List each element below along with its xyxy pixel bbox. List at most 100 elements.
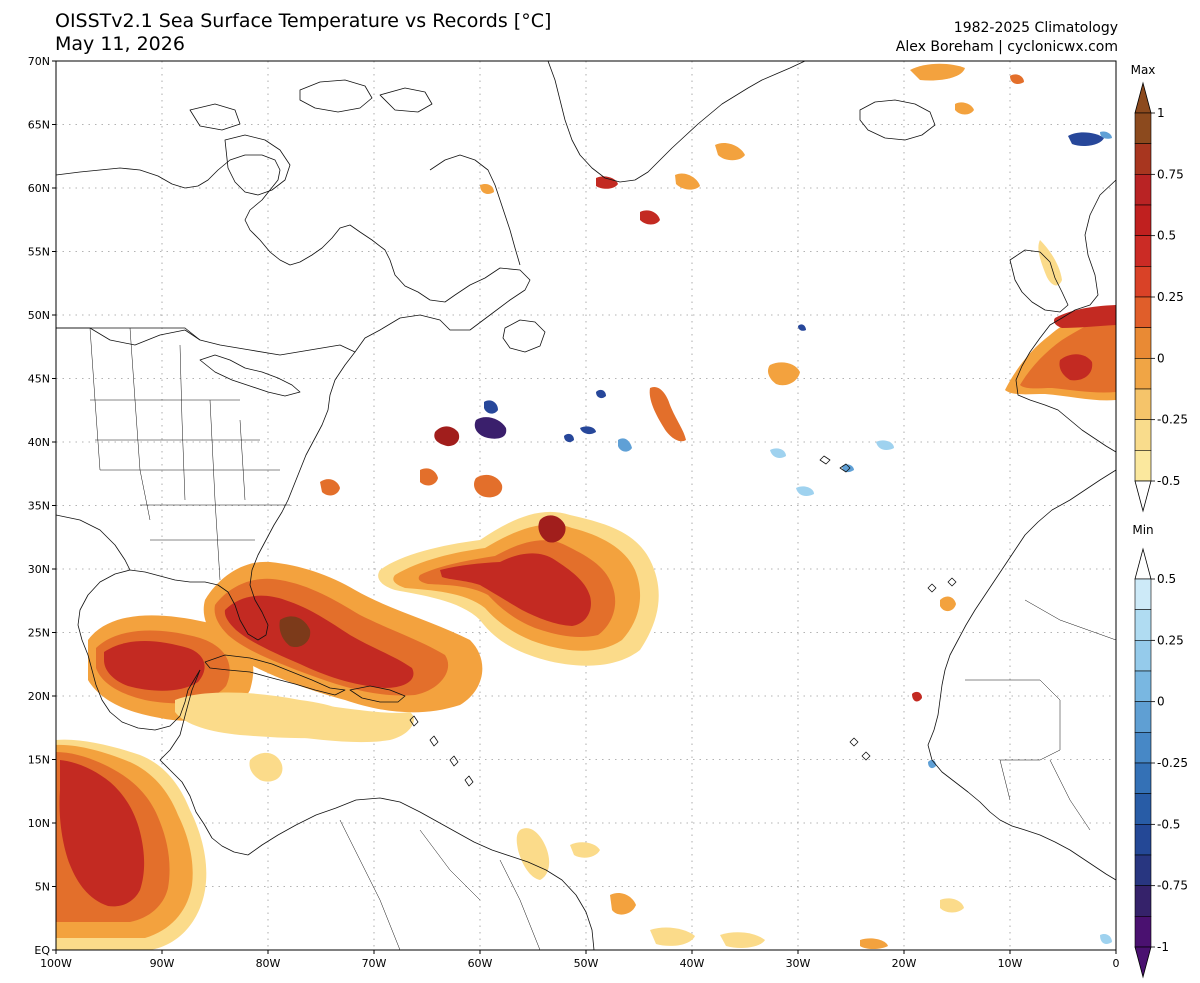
colorbar-min-label: 0.25 bbox=[1157, 633, 1184, 647]
colorbar-max-swatch bbox=[1134, 204, 1152, 236]
colorbar-max-swatch bbox=[1134, 174, 1152, 206]
coastline-south-america bbox=[247, 797, 595, 950]
warm-patch-eastern-pacific bbox=[56, 739, 207, 950]
colorbar-min-label: -1 bbox=[1157, 940, 1169, 954]
colorbar-min-swatch bbox=[1134, 609, 1152, 641]
lat-label: 50N bbox=[28, 309, 50, 322]
colorbar-max-label: -0.25 bbox=[1157, 413, 1188, 427]
axis-ticks bbox=[52, 60, 1117, 954]
colorbar-max-swatch bbox=[1134, 419, 1152, 451]
lat-label: 35N bbox=[28, 500, 50, 513]
coastline-us-east bbox=[77, 351, 356, 731]
coastline-cape-verde bbox=[849, 737, 871, 761]
warm-patch-subtropical bbox=[378, 511, 659, 666]
warm-features-scattered bbox=[320, 63, 1062, 949]
colorbar-min-swatch bbox=[1134, 670, 1152, 702]
lat-label: 40N bbox=[28, 436, 50, 449]
colorbar-min-label: -0.75 bbox=[1157, 879, 1188, 893]
border-us-mexico bbox=[56, 514, 131, 571]
colorbar-max-arrow-top bbox=[1134, 81, 1152, 114]
lon-label: 60W bbox=[468, 957, 493, 970]
colorbar-max-arrow-bottom bbox=[1134, 480, 1152, 513]
colorbar-min-swatch bbox=[1134, 640, 1152, 672]
colorbar-min-labels: 0.5 0.25 0 -0.25 -0.5 -0.75 -1 bbox=[1157, 572, 1188, 954]
lon-label: 90W bbox=[150, 957, 175, 970]
coastline-africa bbox=[927, 469, 1116, 881]
lon-label: 50W bbox=[574, 957, 599, 970]
colorbar-max-swatch bbox=[1134, 112, 1152, 144]
lat-label: EQ bbox=[34, 944, 50, 957]
map-title: OISSTv2.1 Sea Surface Temperature vs Rec… bbox=[55, 10, 551, 56]
coastline-great-lakes bbox=[199, 354, 301, 397]
lat-label: 70N bbox=[28, 55, 50, 68]
colorbar-min-swatches bbox=[1134, 547, 1155, 979]
colorbar-min-swatch bbox=[1134, 916, 1152, 948]
lon-label: 30W bbox=[786, 957, 811, 970]
longitude-labels: 100W 90W 80W 70W 60W 50W 40W 30W 20W 10W 0 bbox=[40, 957, 1119, 970]
lat-label: 25N bbox=[28, 627, 50, 640]
coastline-greenland bbox=[547, 61, 806, 183]
colorbar-min-swatch bbox=[1134, 762, 1152, 794]
latitude-labels: EQ 5N 10N 15N 20N 25N 30N 35N 40N 45N 50N 55N 60N 65N… bbox=[28, 55, 51, 957]
colorbar-max-label: 0 bbox=[1157, 351, 1165, 365]
lat-label: 10N bbox=[28, 817, 50, 830]
lat-label: 45N bbox=[28, 373, 50, 386]
colorbar-min-label: 0 bbox=[1157, 695, 1165, 709]
colorbar-min-swatch bbox=[1134, 732, 1152, 764]
title-date: May 11, 2026 bbox=[55, 33, 185, 55]
coastline-europe bbox=[1015, 179, 1116, 453]
coastline-lesser-antilles bbox=[409, 715, 474, 787]
colorbar-max-labels: 1 0.75 0.5 0.25 0 -0.25 -0.5 bbox=[1157, 106, 1188, 488]
map-credit: 1982-2025 Climatology Alex Boreham | cyc… bbox=[896, 19, 1118, 57]
borders-us-states bbox=[89, 327, 290, 581]
colorbar-max-label: 0.5 bbox=[1157, 229, 1176, 243]
coastline-hispaniola bbox=[349, 685, 406, 703]
colorbar-min-label: -0.5 bbox=[1157, 817, 1180, 831]
lon-label: 70W bbox=[362, 957, 387, 970]
lon-label: 10W bbox=[998, 957, 1023, 970]
warm-patch-iberia bbox=[1005, 305, 1116, 401]
lon-label: 40W bbox=[680, 957, 705, 970]
colorbar-min-arrow-top bbox=[1134, 547, 1152, 580]
colorbar-min-title: Min bbox=[1132, 523, 1153, 537]
colorbar-max-swatches bbox=[1134, 81, 1155, 513]
coastline-cuba bbox=[204, 654, 346, 696]
coastline-iceland bbox=[859, 99, 936, 141]
lat-label: 65N bbox=[28, 119, 50, 132]
lon-label: 100W bbox=[40, 957, 72, 970]
colorbar-max-title: Max bbox=[1131, 63, 1156, 77]
colorbar-min-swatch bbox=[1134, 701, 1152, 733]
colorbar-min-label: 0.5 bbox=[1157, 572, 1176, 586]
lat-label: 5N bbox=[35, 881, 50, 894]
colorbar-min-swatch bbox=[1134, 885, 1152, 917]
colorbar-max-swatch bbox=[1134, 235, 1152, 267]
borders-africa bbox=[965, 599, 1116, 831]
borders-south-america bbox=[339, 819, 541, 950]
coastline-north-america bbox=[56, 154, 531, 356]
colorbar-min-swatch bbox=[1134, 578, 1152, 610]
colorbar-max-swatch bbox=[1134, 388, 1152, 420]
lat-label: 55N bbox=[28, 246, 50, 259]
colorbar-max-label: 0.25 bbox=[1157, 290, 1184, 304]
coastline-hudson-bay bbox=[224, 134, 291, 196]
sst-shading bbox=[56, 63, 1116, 950]
warm-patch-caribbean-sea bbox=[195, 697, 414, 782]
cold-features bbox=[474, 131, 1112, 944]
colorbar-max-swatch bbox=[1134, 143, 1152, 175]
coastlines bbox=[56, 61, 1116, 950]
lat-label: 60N bbox=[28, 182, 50, 195]
lat-label: 15N bbox=[28, 754, 50, 767]
climatology-label: 1982-2025 Climatology bbox=[953, 20, 1118, 36]
coastline-azores bbox=[819, 455, 851, 473]
coastline-labrador bbox=[429, 154, 521, 266]
map-background bbox=[56, 61, 1116, 950]
colorbar-min-arrow-bottom bbox=[1134, 946, 1152, 979]
colorbar-min-swatch bbox=[1134, 824, 1152, 856]
colorbar-max-swatch bbox=[1134, 266, 1152, 298]
colorbar-max-swatch bbox=[1134, 358, 1152, 390]
colorbar-max-label: 0.75 bbox=[1157, 167, 1184, 181]
coastline-uk bbox=[1009, 249, 1069, 313]
colorbar-max-label: -0.5 bbox=[1157, 474, 1180, 488]
lat-label: 20N bbox=[28, 690, 50, 703]
colorbar-max: Max 1 0.75 0.5 0.25 0 -0.25 -0.5 bbox=[1131, 63, 1188, 513]
